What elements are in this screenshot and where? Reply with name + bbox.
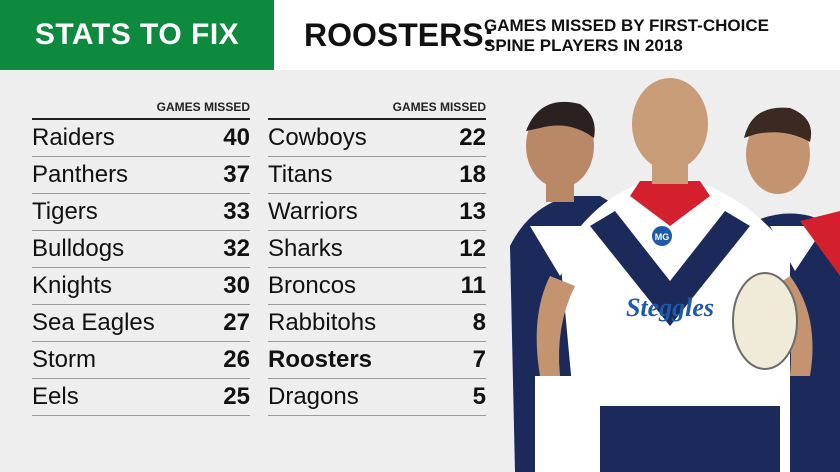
team-name: Sharks — [268, 235, 343, 262]
team-name: Broncos — [268, 272, 357, 299]
team-name: Knights — [32, 272, 113, 299]
table-row: Raiders 40 — [32, 120, 250, 157]
subtitle-line-2: SPINE PLAYERS IN 2018 — [484, 36, 683, 55]
team-name: Raiders — [32, 124, 115, 151]
games-missed-value: 27 — [223, 309, 250, 336]
table-row: Bulldogs 32 — [32, 231, 250, 268]
games-missed-value: 30 — [223, 272, 250, 299]
team-name: Dragons — [268, 383, 359, 410]
column-header: GAMES MISSED — [32, 96, 250, 120]
games-missed-value: 22 — [459, 124, 486, 151]
team-name: Roosters — [268, 346, 373, 373]
table-row: Broncos 11 — [268, 268, 486, 305]
table-row: Storm 26 — [32, 342, 250, 379]
games-missed-value: 32 — [223, 235, 250, 262]
table-row: Dragons 5 — [268, 379, 486, 416]
table-row: Cowboys 22 — [268, 120, 486, 157]
header-bar: STATS TO FIX ROOSTERS: GAMES MISSED BY F… — [0, 0, 840, 70]
games-missed-value: 12 — [459, 235, 486, 262]
team-name: Cowboys — [268, 124, 367, 151]
team-name: Eels — [32, 383, 79, 410]
jersey-logo: MG — [655, 232, 670, 242]
table-row-highlighted: Roosters 7 — [268, 342, 486, 379]
jersey-sponsor: Steggles — [626, 293, 714, 322]
table-row: Sharks 12 — [268, 231, 486, 268]
team-name: Rabbitohs — [268, 309, 377, 336]
table-row: Panthers 37 — [32, 157, 250, 194]
games-missed-value: 5 — [472, 383, 486, 410]
table-row: Titans 18 — [268, 157, 486, 194]
games-missed-value: 18 — [459, 161, 486, 188]
team-name: Bulldogs — [32, 235, 125, 262]
players-photo: MG Steggles — [510, 78, 840, 472]
team-name: Panthers — [32, 161, 129, 188]
games-missed-value: 11 — [460, 272, 486, 299]
games-missed-value: 8 — [472, 309, 486, 336]
games-missed-value: 25 — [223, 383, 250, 410]
games-missed-table-right: GAMES MISSED Cowboys 22 Titans 18 Warriors… — [268, 96, 486, 416]
table-row: Rabbitohs 8 — [268, 305, 486, 342]
column-header: GAMES MISSED — [268, 96, 486, 120]
team-name: Titans — [268, 161, 333, 188]
team-name: Storm — [32, 346, 97, 373]
team-name: Sea Eagles — [32, 309, 155, 336]
subtitle-line-1: GAMES MISSED BY FIRST-CHOICE — [484, 16, 769, 35]
section-badge: STATS TO FIX — [0, 0, 274, 70]
games-missed-value: 37 — [223, 161, 250, 188]
table-row: Sea Eagles 27 — [32, 305, 250, 342]
games-missed-value: 40 — [223, 124, 250, 151]
team-name: Warriors — [268, 198, 358, 225]
team-title: ROOSTERS: — [304, 17, 495, 53]
games-missed-value: 13 — [459, 198, 486, 225]
player-centre: MG Steggles — [536, 78, 813, 472]
games-missed-value: 26 — [223, 346, 250, 373]
table-row: Tigers 33 — [32, 194, 250, 231]
team-name: Tigers — [32, 198, 98, 225]
games-missed-value: 7 — [472, 346, 486, 373]
table-row: Warriors 13 — [268, 194, 486, 231]
table-row: Eels 25 — [32, 379, 250, 416]
graphic-subtitle: GAMES MISSED BY FIRST-CHOICE SPINE PLAYE… — [484, 16, 769, 56]
games-missed-table-left: GAMES MISSED Raiders 40 Panthers 37 Tigers… — [32, 96, 250, 416]
games-missed-value: 33 — [223, 198, 250, 225]
table-row: Knights 30 — [32, 268, 250, 305]
